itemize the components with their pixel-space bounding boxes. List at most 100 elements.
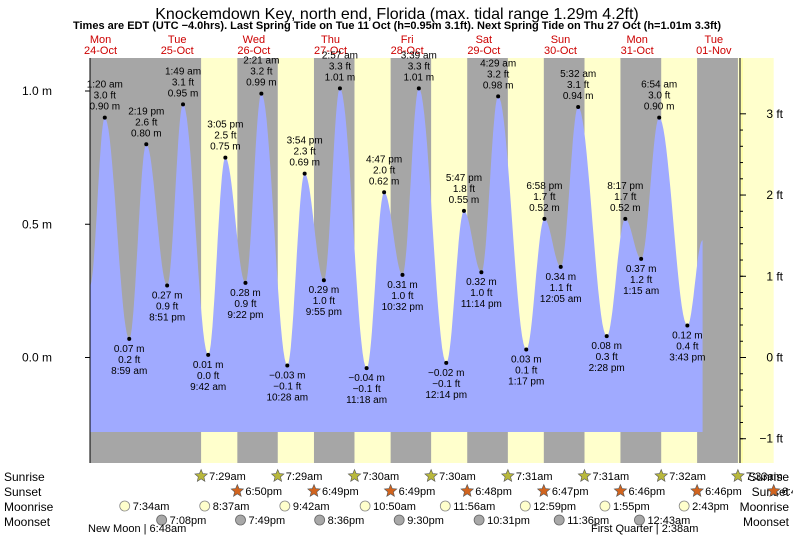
high-tide-point xyxy=(102,115,107,120)
moonrise-icon xyxy=(279,500,291,512)
sunset-time: 6:45pm xyxy=(782,486,793,498)
tide-m-label: 0.95 m xyxy=(168,88,199,99)
high-tide-point xyxy=(382,190,387,195)
tide-m-label: 0.27 m xyxy=(152,291,183,302)
tide-ft-label: 0.0 ft xyxy=(197,371,219,382)
tide-ft-label: −0.1 ft xyxy=(432,379,460,390)
moonrise-time: 11:56am xyxy=(453,501,495,513)
tide-ft-label: 0.4 ft xyxy=(676,342,698,353)
sunrise-time: 7:33am xyxy=(746,471,783,483)
tide-m-label: 0.32 m xyxy=(466,277,497,288)
sunset-time: 6:49pm xyxy=(399,486,436,498)
sunset-star-icon xyxy=(536,483,551,497)
tide-ft-label: 0.1 ft xyxy=(515,366,537,377)
high-tide-point xyxy=(461,208,466,213)
tide-curve-area xyxy=(90,88,703,433)
tide-ft-label: 2.3 ft xyxy=(294,147,316,158)
y-tick-label-m: 0.0 m xyxy=(22,351,52,365)
moonrise-time: 1:55pm xyxy=(613,501,650,513)
day-label-dow: Wed xyxy=(243,34,265,46)
moonrise-icon xyxy=(439,500,451,512)
sunrise-time: 7:29am xyxy=(286,471,323,483)
high-tide-point xyxy=(259,91,264,96)
tide-m-label: 0.37 m xyxy=(626,264,657,275)
tide-time-label: 5:32 am xyxy=(560,69,596,80)
tide-ft-label: 0.9 ft xyxy=(234,299,256,310)
high-tide-point xyxy=(144,142,149,147)
moonrise-time: 2:43pm xyxy=(692,501,729,513)
tide-ft-label: 1.1 ft xyxy=(550,283,572,294)
sunset-time: 6:46pm xyxy=(705,486,742,498)
tide-time-label: 3:43 pm xyxy=(669,353,705,364)
tide-m-label: 0.90 m xyxy=(644,102,675,113)
moonrise-time: 8:37am xyxy=(213,501,250,513)
day-label-dow: Sat xyxy=(476,34,493,46)
tide-m-label: 0.62 m xyxy=(369,176,400,187)
sunset-time: 6:46pm xyxy=(628,486,665,498)
sunset-star-icon xyxy=(383,483,398,497)
moonrise-time: 9:42am xyxy=(293,501,330,513)
sunset-time: 6:49pm xyxy=(322,486,359,498)
tide-m-label: 0.03 m xyxy=(511,355,542,366)
sunrise-time: 7:31am xyxy=(516,471,553,483)
day-label-dow: Tue xyxy=(705,34,724,46)
day-label-dow: Fri xyxy=(401,34,414,46)
sunset-star-icon xyxy=(690,483,705,497)
day-label-date: 31-Oct xyxy=(621,45,654,57)
tide-ft-label: 1.0 ft xyxy=(313,296,335,307)
tide-ft-label: 1.0 ft xyxy=(470,288,492,299)
moonset-time: 7:08pm xyxy=(170,515,207,527)
row-label-right-moonset: Moonset xyxy=(743,515,790,529)
day-label-dow: Mon xyxy=(90,34,111,46)
sunrise-star-icon xyxy=(347,468,362,482)
moonset-time: 7:49pm xyxy=(249,515,286,527)
high-tide-point xyxy=(181,102,186,107)
y-tick-label-m: 0.5 m xyxy=(22,217,52,231)
day-label-date: 29-Oct xyxy=(467,45,500,57)
tide-ft-label: 2.5 ft xyxy=(214,131,236,142)
tide-m-label: 0.69 m xyxy=(289,158,320,169)
tide-m-label: 1.01 m xyxy=(404,72,435,83)
moonrise-time: 7:34am xyxy=(133,501,170,513)
high-tide-point xyxy=(416,86,421,91)
tide-time-label: 2:21 am xyxy=(243,56,279,67)
tide-time-label: 4:29 am xyxy=(480,58,516,69)
moonset-icon xyxy=(156,514,168,526)
sunrise-star-icon xyxy=(270,468,285,482)
chart-subtitle: Times are EDT (UTC −4.0hrs). Last Spring… xyxy=(73,20,721,32)
chart-title: Knockemdown Key, north end, Florida (max… xyxy=(155,6,639,23)
y-tick-label-ft: 2 ft xyxy=(766,188,783,202)
tide-m-label: −0.04 m xyxy=(348,373,384,384)
day-label-date: 26-Oct xyxy=(237,45,270,57)
tide-m-label: 0.94 m xyxy=(563,91,594,102)
high-tide-point xyxy=(542,216,547,221)
day-label-date: 25-Oct xyxy=(161,45,194,57)
daylight-band xyxy=(737,58,774,463)
y-tick-label-ft: −1 ft xyxy=(759,432,783,446)
tide-ft-label: 2.0 ft xyxy=(373,165,395,176)
low-tide-point xyxy=(639,256,644,261)
high-tide-point xyxy=(657,115,662,120)
axes: 1.0 m 0.5 m 0.0 m 3 ft 2 ft 1 ft 0 ft −1 ft xyxy=(22,58,784,463)
tide-time-label: 1:49 am xyxy=(165,66,201,77)
tide-m-label: 0.99 m xyxy=(246,78,277,89)
sunrise-time: 7:30am xyxy=(439,471,476,483)
tide-time-label: 11:18 am xyxy=(346,395,387,406)
tide-time-label: 3:05 pm xyxy=(207,120,243,131)
moonrise-icon xyxy=(199,500,211,512)
moonset-time: 12:43am xyxy=(647,515,690,527)
sunrise-time: 7:29am xyxy=(209,471,246,483)
tide-time-label: 9:55 pm xyxy=(306,307,342,318)
tide-time-label: 2:19 pm xyxy=(128,106,164,117)
low-tide-point xyxy=(364,366,369,371)
tide-m-label: 0.52 m xyxy=(529,203,560,214)
day-labels: Mon24-OctTue25-OctWed26-OctThu27-OctFri2… xyxy=(84,34,732,57)
day-label-date: 24-Oct xyxy=(84,45,117,57)
low-tide-point xyxy=(604,334,609,339)
moonrise-time: 12:59pm xyxy=(533,501,576,513)
sunset-time: 6:47pm xyxy=(552,486,589,498)
moonset-icon xyxy=(235,514,246,526)
low-tide-point xyxy=(165,283,170,288)
tide-time-label: 8:59 am xyxy=(111,366,147,377)
